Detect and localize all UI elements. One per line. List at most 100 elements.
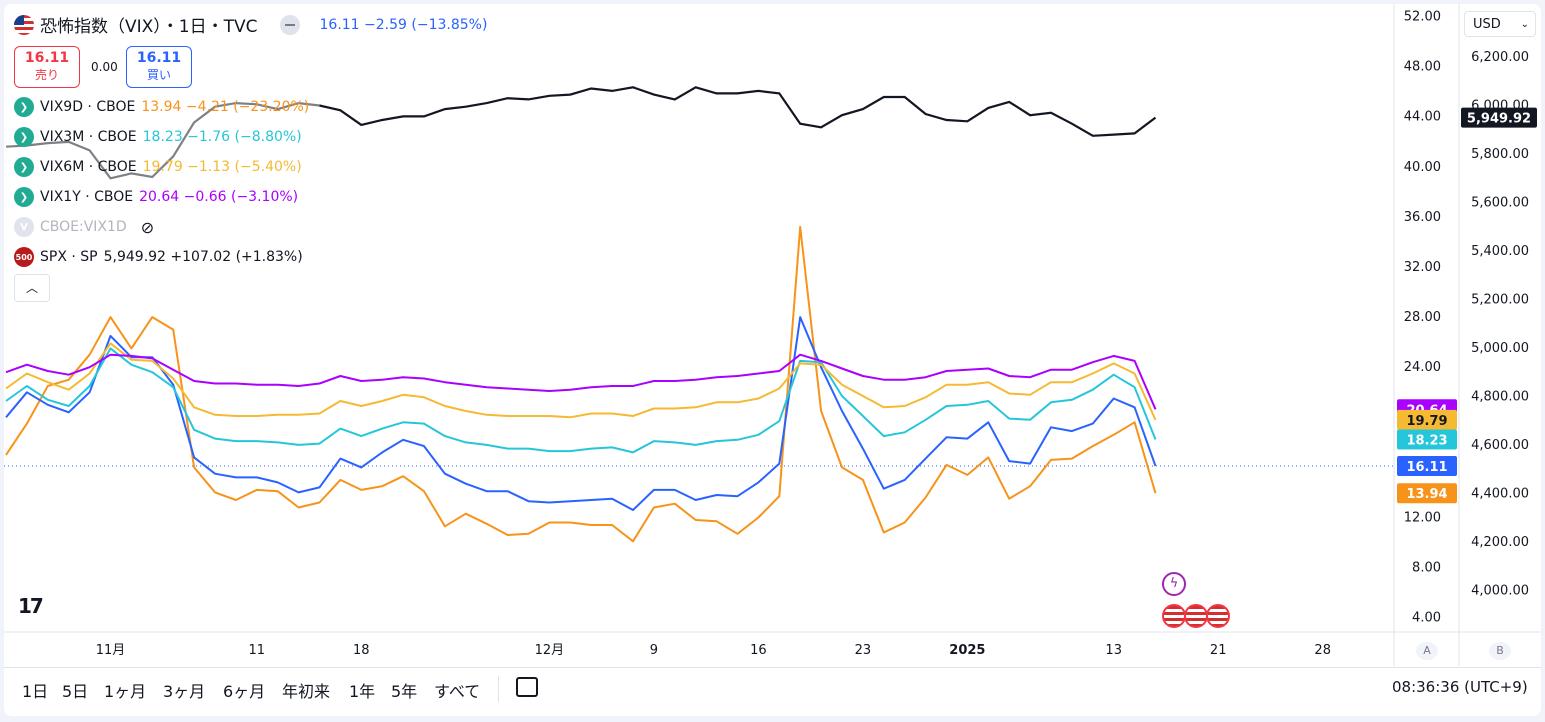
legend-values: 18.23 −1.76 (−8.80%) <box>142 129 302 145</box>
last-value-badge <box>1461 107 1537 128</box>
legend-symbol: VIX9D · CBOE <box>40 99 136 115</box>
timeframe-5d[interactable]: 5日 <box>62 682 89 701</box>
right-axis-tick-label: 4,800.00 <box>1471 390 1529 405</box>
buy-button[interactable]: 16.11 買い <box>126 46 192 88</box>
price-change: 16.11 −2.59 (−13.85%) <box>319 16 488 33</box>
x-axis-tick-label: 18 <box>353 643 370 658</box>
chart-header: 恐怖指数（VIX）・1日・TVC 16.11 −2.59 (−13.85%) <box>14 12 487 37</box>
calendar-range-icon[interactable] <box>516 677 538 697</box>
us-flag-icon[interactable] <box>1184 604 1208 628</box>
left-axis-tick-label: 24.00 <box>1404 360 1441 375</box>
timeframe-all[interactable]: すべて <box>434 682 481 701</box>
timeframe-1m[interactable]: 1ヶ月 <box>104 682 147 701</box>
us-flag-icon[interactable] <box>1206 604 1230 628</box>
timeframe-1y[interactable]: 1年 <box>349 682 376 701</box>
tradingview-logo[interactable]: 17 <box>18 594 44 618</box>
x-axis-tick-label: 9 <box>650 643 658 658</box>
last-value-badge <box>1397 409 1457 430</box>
left-axis-tick-label: 12.00 <box>1404 511 1441 526</box>
series-line-vix3m <box>5 347 1157 454</box>
chart-frame: 52.00 48.00 44.00 40.00 36.00 32.00 28.00 24.00… <box>4 4 1541 716</box>
legend-symbol: VIX3M · CBOE <box>40 129 137 145</box>
last-value-label: 13.94 <box>1406 487 1447 502</box>
chevron-right-icon: ❯ <box>14 187 34 207</box>
sell-button[interactable]: 16.11 売り <box>14 46 80 88</box>
right-axis-tick-label: 5,400.00 <box>1471 244 1529 259</box>
x-axis-tick-label: 11月 <box>96 643 126 658</box>
right-axis-tick-label: 6,200.00 <box>1471 50 1529 65</box>
clock[interactable]: 08:36:36 (UTC+9) <box>1392 678 1528 696</box>
timeframe-3m[interactable]: 3ヶ月 <box>163 682 206 701</box>
legend-row-vix9d[interactable]: ❯ VIX9D · CBOE 13.94 −4.21 (−23.20%) <box>14 96 309 118</box>
last-value-badge <box>1397 456 1457 477</box>
right-axis-tick-label: 5,800.00 <box>1471 147 1529 162</box>
chevron-right-icon: ❯ <box>14 157 34 177</box>
right-axis-tick-label: 4,600.00 <box>1471 438 1529 453</box>
left-axis-tick-label: 40.00 <box>1404 160 1441 175</box>
chevron-up-icon: ︿ <box>25 281 38 295</box>
currency-label: USD <box>1473 16 1501 32</box>
x-axis-tick-label: 12月 <box>535 643 565 658</box>
x-axis-tick-label: 16 <box>750 643 767 658</box>
right-axis-tick-label: 5,000.00 <box>1471 341 1529 356</box>
timeframe-1d[interactable]: 1日 <box>22 682 49 701</box>
last-value-label: 16.11 <box>1406 460 1447 475</box>
chevron-right-icon: ❯ <box>14 97 34 117</box>
left-axis-tick-label: 36.00 <box>1404 210 1441 225</box>
legend-values: 5,949.92 +107.02 (+1.83%) <box>103 249 303 265</box>
hidden-eye-icon[interactable]: ⊘ <box>140 217 155 237</box>
right-axis-tick-label: 4,200.00 <box>1471 535 1529 550</box>
auto-scale-button[interactable]: A <box>1416 642 1438 660</box>
right-axis-tick-label: 5,600.00 <box>1471 196 1529 211</box>
chevron-right-icon: ❯ <box>14 127 34 147</box>
legend-symbol: VIX1Y · CBOE <box>40 189 134 205</box>
collapse-legend-button[interactable]: ︿ <box>14 274 50 302</box>
spread-value: 0.00 <box>91 60 118 74</box>
market-status-icon[interactable] <box>279 14 300 35</box>
right-axis-tick-label: 4,400.00 <box>1471 487 1529 502</box>
legend-row-spx[interactable]: 500 SPX · SP 5,949.92 +107.02 (+1.83%) <box>14 246 303 268</box>
left-axis-tick-label: 44.00 <box>1404 110 1441 125</box>
price-chart[interactable]: 52.00 48.00 44.00 40.00 36.00 32.00 28.00 24.00… <box>4 4 1541 716</box>
us-flag-icon[interactable] <box>1162 604 1186 628</box>
lightning-event-icon[interactable]: ϟ <box>1162 572 1186 596</box>
sell-price: 16.11 <box>24 50 70 66</box>
left-axis-tick-label: 52.00 <box>1404 10 1441 25</box>
right-axis-tick-label: 4,000.00 <box>1471 584 1529 599</box>
series-line-vix6m <box>5 342 1157 421</box>
left-axis-tick-label: 32.00 <box>1404 260 1441 275</box>
timeframe-6m[interactable]: 6ヶ月 <box>223 682 266 701</box>
legend-symbol: SPX · SP <box>40 249 98 265</box>
x-axis-tick-label: 23 <box>855 643 872 658</box>
series-line-vix1y <box>5 353 1157 410</box>
x-axis-tick-label: 13 <box>1105 643 1122 658</box>
sell-label: 売り <box>34 68 59 82</box>
left-axis-tick-label: 48.00 <box>1404 60 1441 75</box>
legend-row-vix1y[interactable]: ❯ VIX1Y · CBOE 20.64 −0.66 (−3.10%) <box>14 186 298 208</box>
sp500-logo-icon: 500 <box>14 247 34 267</box>
timeframe-5y[interactable]: 5年 <box>391 682 418 701</box>
x-axis-tick-label: 28 <box>1314 643 1331 658</box>
v-logo-icon: V <box>14 217 34 237</box>
currency-select[interactable]: USD ⌄ <box>1464 11 1536 37</box>
legend-row-vix1d[interactable]: V CBOE:VIX1D ⊘ <box>14 216 154 238</box>
last-value-badge <box>1397 483 1457 504</box>
series-line-spx <box>319 86 1157 137</box>
left-axis-tick-label: 8.00 <box>1412 561 1441 576</box>
series-line-vix9d <box>5 225 1157 543</box>
x-axis-tick-label: 11 <box>249 643 266 658</box>
timeframe-ytd[interactable]: 年初来 <box>282 682 331 701</box>
series-line-vix <box>5 316 1157 511</box>
legend-symbol: CBOE:VIX1D <box>40 219 127 235</box>
toolbar-divider <box>498 676 499 702</box>
chevron-down-icon: ⌄ <box>1520 18 1529 30</box>
last-value-label: 19.79 <box>1406 414 1447 429</box>
right-axis-tick-label: 5,200.00 <box>1471 293 1529 308</box>
symbol-title[interactable]: 恐怖指数（VIX）・1日・TVC <box>40 17 258 37</box>
x-axis-tick-label: 21 <box>1210 643 1227 658</box>
legend-row-vix3m[interactable]: ❯ VIX3M · CBOE 18.23 −1.76 (−8.80%) <box>14 126 302 148</box>
scale-b-button[interactable]: B <box>1489 642 1511 660</box>
last-value-badge <box>1397 429 1457 450</box>
legend-row-vix6m[interactable]: ❯ VIX6M · CBOE 19.79 −1.13 (−5.40%) <box>14 156 302 178</box>
legend-values: 20.64 −0.66 (−3.10%) <box>139 189 299 205</box>
